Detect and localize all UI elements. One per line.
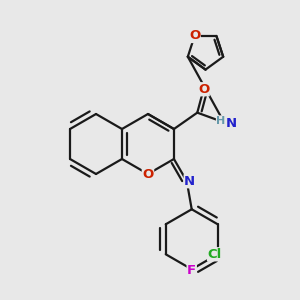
Text: O: O <box>142 167 154 181</box>
Text: H: H <box>216 116 226 126</box>
Text: F: F <box>187 264 196 277</box>
Text: O: O <box>198 83 209 96</box>
Text: O: O <box>189 29 200 43</box>
Text: N: N <box>226 117 237 130</box>
Text: N: N <box>184 175 195 188</box>
Text: Cl: Cl <box>208 248 222 261</box>
